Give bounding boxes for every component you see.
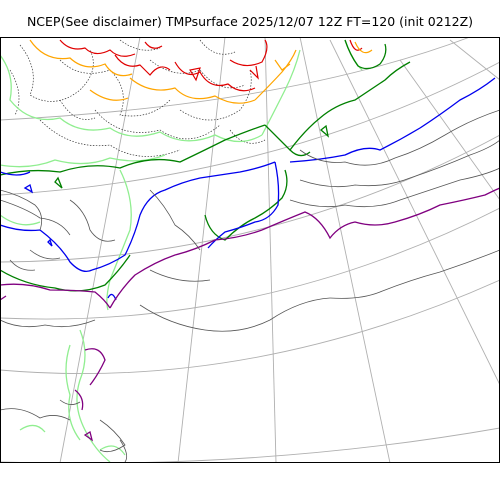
contour-blue xyxy=(0,77,496,301)
contour-light-green xyxy=(0,39,363,463)
contour-red xyxy=(59,39,363,92)
contour-purple xyxy=(0,187,500,442)
map-title: NCEP(See disclaimer) TMPsurface 2025/12/… xyxy=(26,14,474,29)
coastline-contours xyxy=(0,109,500,463)
contour-orange xyxy=(29,39,373,104)
dotted-contours xyxy=(9,39,266,157)
map-panel xyxy=(0,37,500,463)
graticule-parallels xyxy=(0,37,500,463)
